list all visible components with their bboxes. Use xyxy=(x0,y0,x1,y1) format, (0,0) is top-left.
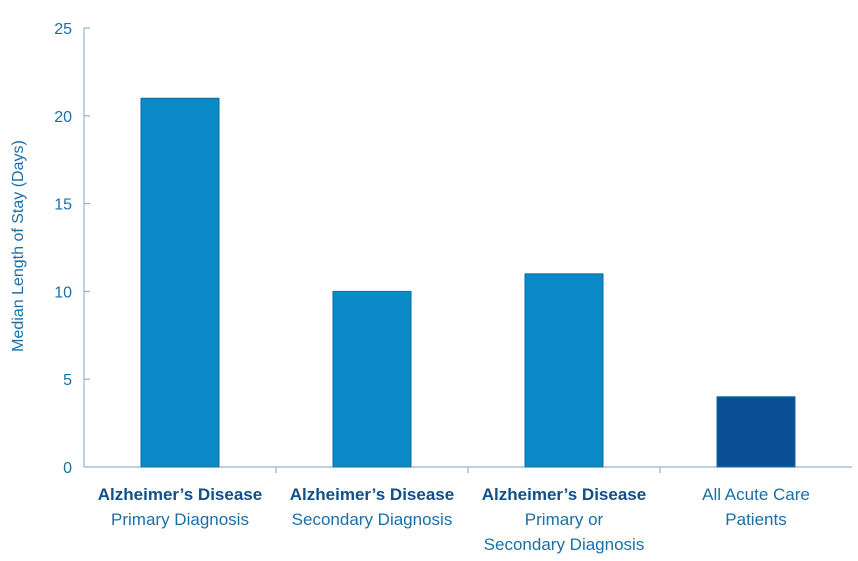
category-label-line: Primary or xyxy=(525,510,604,529)
bar xyxy=(140,97,220,468)
category-label-line: Secondary Diagnosis xyxy=(292,510,453,529)
category-label-line: All Acute Care xyxy=(702,485,810,504)
bar xyxy=(716,396,796,468)
y-tick-label: 25 xyxy=(54,21,72,38)
bar xyxy=(524,273,604,468)
category-label-bold: Alzheimer’s Disease xyxy=(482,485,646,504)
y-tick-label: 5 xyxy=(63,372,72,389)
bar xyxy=(332,290,412,468)
x-axis-category-labels: Alzheimer’s Disease Primary Diagnosis Alzh… xyxy=(98,485,810,554)
category-label-line: Primary Diagnosis xyxy=(111,510,249,529)
y-tick-label: 10 xyxy=(54,284,72,301)
y-axis-label: Median Length of Stay (Days) xyxy=(10,140,27,352)
y-tick-label: 15 xyxy=(54,197,72,214)
bars xyxy=(140,97,796,473)
category-label-bold: Alzheimer’s Disease xyxy=(98,485,262,504)
category-label-line: Patients xyxy=(725,510,786,529)
category-label-bold: Alzheimer’s Disease xyxy=(290,485,454,504)
y-axis-ticks: 0 5 10 15 20 25 xyxy=(54,21,90,477)
y-tick-label: 0 xyxy=(63,460,72,477)
category-label-line: Secondary Diagnosis xyxy=(484,535,645,554)
y-tick-label: 20 xyxy=(54,109,72,126)
